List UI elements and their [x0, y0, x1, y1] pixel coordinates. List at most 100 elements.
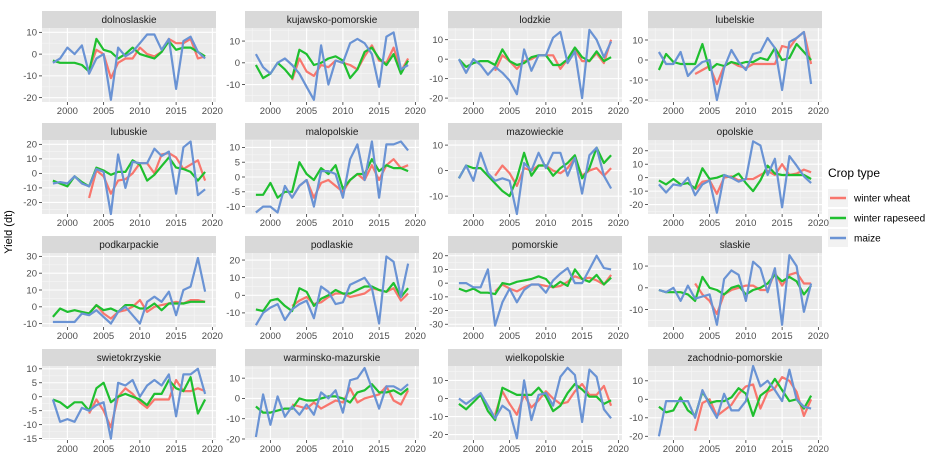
x-tick-label: 2010: [535, 106, 556, 117]
panel-title: slaskie: [720, 240, 751, 251]
panel-dolnoslaskie: dolnoslaskie -20 -10 0 10 2000 2005 2010 2015 202…: [23, 11, 223, 117]
x-tick-label: 2010: [535, 444, 556, 455]
y-tick-label: -10: [429, 74, 443, 85]
panel-strip: [648, 11, 822, 28]
series-line-maize: [457, 146, 613, 216]
y-tick-label: -20: [629, 432, 643, 443]
y-tick-label: -10: [23, 71, 37, 82]
legend-entry-maize: maize: [828, 229, 881, 247]
y-tick-label: 0: [638, 395, 643, 406]
x-tick-label: 2015: [166, 444, 187, 455]
x-tick-label: 2000: [463, 331, 484, 342]
x-tick-label: 2005: [296, 444, 317, 455]
panel-title: malopolskie: [306, 127, 359, 138]
y-tick-label: 0: [438, 394, 443, 405]
panel-wielkopolskie: wielkopolskie -20 -10 0 10 2000 2005 2010 2015 20…: [429, 349, 629, 455]
series-line-maize: [254, 366, 409, 438]
x-tick-label: 2020: [202, 218, 223, 229]
panel-mazowieckie: mazowieckie -10 0 10 2000 2005 2010 2015 2020: [429, 123, 629, 229]
x-tick-label: 2000: [463, 444, 484, 455]
legend-entry-wheat: winter wheat: [828, 189, 910, 207]
panel-strip: [648, 349, 822, 366]
y-tick-label: 0: [235, 394, 240, 405]
x-tick-label: 2020: [808, 218, 829, 229]
legend: Crop type winter wheat winter rapeseed mai…: [828, 166, 925, 247]
panel-title: pomorskie: [512, 240, 559, 251]
panel-strip: [448, 349, 622, 366]
x-tick-label: 2010: [332, 218, 353, 229]
x-tick-label: 2000: [463, 106, 484, 117]
panel-strip: [245, 236, 419, 253]
y-tick-label: 10: [229, 273, 240, 284]
panel-malopolskie: malopolskie -10 -5 0 5 10 2000 2005 2010 2015 2020: [226, 123, 426, 229]
panel-strip: [648, 123, 822, 140]
series-line-rape: [458, 268, 612, 296]
series-line-maize: [255, 140, 409, 214]
y-tick-label: 20: [632, 146, 643, 157]
panel-title: swietokrzyskie: [97, 353, 162, 364]
y-tick-label: 0: [638, 173, 643, 184]
panel-background: [648, 366, 822, 440]
x-tick-label: 2015: [369, 331, 390, 342]
y-tick-label: -10: [226, 80, 240, 91]
x-tick-label: 2010: [735, 444, 756, 455]
x-tick-label: 2015: [369, 218, 390, 229]
series-line-wheat: [291, 44, 410, 81]
y-tick-label: -20: [429, 306, 443, 317]
x-tick-label: 2015: [772, 331, 793, 342]
x-tick-label: 2015: [572, 444, 593, 455]
y-tick-label: 0: [235, 172, 240, 183]
x-tick-label: 2000: [663, 218, 684, 229]
x-tick-label: 2005: [93, 331, 114, 342]
x-tick-label: 2015: [772, 218, 793, 229]
x-tick-label: 2020: [608, 331, 629, 342]
x-tick-label: 2000: [57, 331, 78, 342]
panel-title: zachodnio-pomorskie: [687, 353, 782, 364]
y-tick-label: -30: [429, 320, 443, 331]
panel-title: lodzkie: [519, 15, 551, 26]
series-line-maize: [657, 364, 812, 437]
x-tick-label: 2015: [572, 106, 593, 117]
y-tick-label: 0: [638, 283, 643, 294]
panel-lubuskie: lubuskie -20 -10 0 10 20 2000 2005 2010 2015 2020: [23, 123, 223, 229]
y-tick-label: 0: [32, 302, 37, 313]
y-tick-label: 0: [235, 58, 240, 69]
series-line-wheat: [88, 37, 206, 80]
x-tick-label: 2015: [369, 106, 390, 117]
x-tick-label: 2000: [663, 444, 684, 455]
y-tick-label: 10: [432, 140, 443, 151]
legend-title: Crop type: [828, 166, 880, 180]
y-tick-label: -10: [226, 414, 240, 425]
x-tick-label: 2020: [202, 106, 223, 117]
x-tick-label: 2010: [535, 218, 556, 229]
y-tick-label: -15: [23, 434, 37, 445]
series-line-wheat: [694, 376, 813, 432]
x-tick-label: 2000: [57, 106, 78, 117]
x-tick-label: 2005: [296, 331, 317, 342]
y-tick-label: 10: [229, 143, 240, 154]
y-tick-label: 0: [438, 166, 443, 177]
x-tick-label: 2005: [296, 218, 317, 229]
y-tick-label: 20: [432, 251, 443, 262]
y-tick-label: 10: [229, 373, 240, 384]
panel-background: [42, 366, 216, 440]
x-tick-label: 2020: [808, 331, 829, 342]
x-tick-label: 2015: [572, 218, 593, 229]
y-tick-label: -20: [429, 430, 443, 441]
panel-background: [245, 253, 419, 327]
x-tick-label: 2020: [405, 106, 426, 117]
y-tick-label: -10: [226, 202, 240, 213]
legend-label: winter rapeseed: [853, 214, 925, 225]
legend-label: winter wheat: [853, 194, 910, 205]
y-tick-label: 10: [26, 154, 37, 165]
y-tick-label: -10: [429, 412, 443, 423]
series-line-rape: [52, 37, 206, 73]
x-tick-label: 2015: [166, 106, 187, 117]
panel-strip: [42, 349, 216, 366]
series-line-maize: [52, 33, 206, 101]
x-tick-label: 2010: [332, 106, 353, 117]
panel-swietokrzyskie: swietokrzyskie -15 -10 -5 0 5 10 2000 2005 2010 20…: [23, 349, 223, 455]
panel-opolskie: opolskie -20 -10 0 10 20 2000 2005 2010 2015 2020: [629, 123, 829, 229]
y-tick-label: 20: [26, 140, 37, 151]
